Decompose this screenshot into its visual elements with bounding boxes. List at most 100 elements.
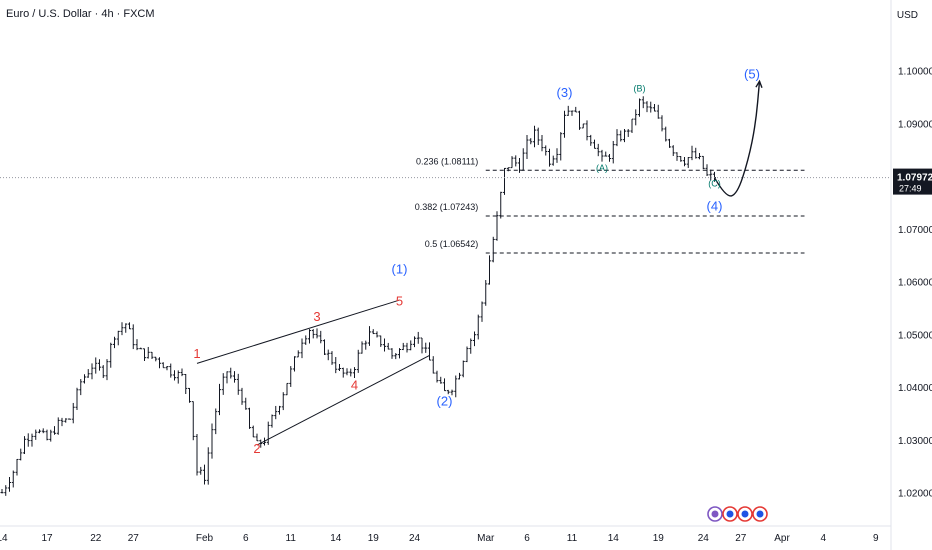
- x-tick-label: 19: [368, 533, 380, 544]
- ohlc-bar: [311, 329, 315, 339]
- ohlc-bar: [353, 367, 356, 379]
- ohlc-bar: [338, 364, 341, 371]
- y-tick-label: 1.02000: [898, 489, 932, 500]
- flag-icon[interactable]: [722, 506, 738, 522]
- ohlc-bar: [518, 157, 521, 173]
- ohlc-bar: [604, 151, 608, 157]
- ohlc-bars: [0, 96, 891, 496]
- ohlc-bar: [656, 104, 660, 119]
- x-tick-label: 14: [330, 533, 342, 544]
- ohlc-bar: [563, 110, 566, 138]
- ohlc-bar: [86, 369, 90, 378]
- wave-label[interactable]: 1: [193, 346, 200, 361]
- ohlc-bar: [533, 125, 536, 148]
- wave-label[interactable]: (1): [392, 262, 408, 277]
- ohlc-bar: [615, 129, 619, 147]
- ohlc-bar: [199, 466, 203, 475]
- ohlc-bar: [278, 405, 281, 415]
- ohlc-bar: [266, 421, 270, 445]
- ohlc-bar: [120, 322, 124, 336]
- projection-arrowhead: [755, 79, 763, 88]
- ohlc-bar: [83, 374, 86, 384]
- wave-label[interactable]: (4): [707, 198, 723, 213]
- ohlc-bar: [30, 433, 34, 447]
- ohlc-bar: [326, 349, 330, 361]
- ohlc-bar: [360, 341, 364, 354]
- ohlc-bar: [341, 367, 345, 378]
- ohlc-bar: [124, 323, 128, 333]
- ohlc-bar: [626, 129, 630, 137]
- ohlc-bar: [221, 373, 225, 395]
- wave-label[interactable]: (B): [634, 84, 646, 94]
- x-tick-label: Mar: [477, 533, 495, 544]
- wedge-trendline[interactable]: [196, 299, 400, 364]
- ohlc-bar: [544, 145, 548, 156]
- ohlc-bar: [34, 429, 38, 440]
- ohlc-bar: [596, 143, 600, 157]
- ohlc-bar: [521, 148, 525, 171]
- ohlc-bar: [548, 148, 551, 167]
- ohlc-bar: [128, 322, 131, 330]
- ohlc-bar: [349, 368, 353, 377]
- ohlc-bar: [251, 425, 255, 438]
- projection-curve[interactable]: [713, 81, 761, 197]
- ohlc-bar: [491, 236, 495, 263]
- ohlc-bar: [664, 126, 668, 142]
- ohlc-bar: [68, 418, 71, 420]
- lightning-icon[interactable]: [707, 506, 723, 522]
- x-tick-label: 11: [286, 533, 297, 544]
- ohlc-bar: [23, 436, 26, 455]
- ohlc-bar: [690, 145, 694, 161]
- x-tick-label: 22: [90, 533, 102, 544]
- ohlc-bar: [645, 101, 649, 113]
- y-tick-label: 1.04000: [898, 383, 932, 394]
- ohlc-bar: [675, 152, 679, 161]
- flag-icon[interactable]: [737, 506, 753, 522]
- ohlc-bar: [323, 339, 326, 355]
- wave-label[interactable]: (3): [557, 85, 573, 100]
- wave-label[interactable]: (A): [596, 163, 608, 173]
- wave-label[interactable]: (C): [708, 179, 721, 189]
- ohlc-bar: [11, 470, 15, 488]
- ohlc-bar: [473, 331, 476, 347]
- ohlc-bar: [495, 211, 499, 241]
- ohlc-bar: [581, 123, 585, 129]
- fib-level[interactable]: 0.382 (1.07243): [415, 202, 805, 217]
- wave-label[interactable]: 3: [313, 309, 320, 324]
- ohlc-bar: [694, 147, 698, 159]
- currency-label[interactable]: USD: [896, 10, 918, 21]
- fib-level[interactable]: 0.5 (1.06542): [425, 239, 805, 254]
- ohlc-bar: [671, 145, 675, 156]
- fib-level[interactable]: 0.236 (1.08111): [416, 156, 805, 171]
- wave-label[interactable]: 5: [396, 293, 403, 308]
- wave-label[interactable]: (2): [437, 394, 453, 409]
- wave-label[interactable]: 2: [253, 441, 260, 456]
- flag-icon[interactable]: [752, 506, 768, 522]
- ohlc-bar: [536, 127, 540, 146]
- wedge-trendline[interactable]: [256, 354, 430, 446]
- wave-label[interactable]: 4: [351, 378, 358, 393]
- wave-label[interactable]: (5): [744, 67, 760, 82]
- x-tick-label: 14: [608, 533, 620, 544]
- ohlc-bar: [480, 301, 484, 322]
- y-tick-label: 1.03000: [898, 436, 932, 447]
- ohlc-bar: [64, 418, 68, 423]
- ohlc-bar: [709, 169, 713, 181]
- ohlc-bar: [109, 342, 113, 368]
- ohlc-bar: [424, 342, 428, 353]
- ohlc-bar: [375, 331, 379, 338]
- ohlc-bar: [469, 338, 473, 354]
- ohlc-bar: [660, 115, 664, 132]
- ohlc-bar: [405, 342, 409, 353]
- ohlc-bar: [593, 139, 596, 149]
- ohlc-bar: [570, 110, 574, 116]
- ohlc-bar: [379, 335, 383, 347]
- ohlc-bar: [611, 140, 615, 164]
- ohlc-bar: [101, 365, 105, 379]
- x-tick-label: 14: [0, 533, 8, 544]
- ohlc-bar: [214, 408, 218, 435]
- ohlc-bar: [574, 106, 578, 113]
